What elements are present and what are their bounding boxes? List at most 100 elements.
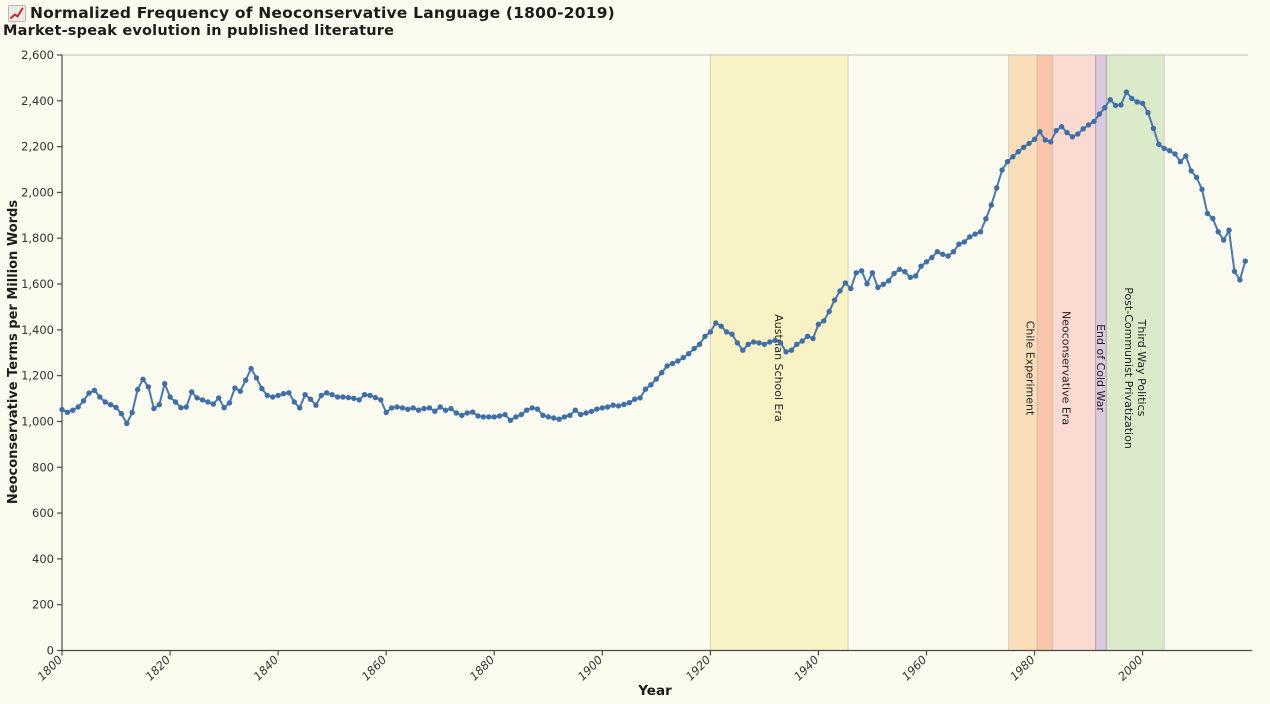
data-point — [102, 399, 108, 405]
data-point — [702, 333, 708, 339]
data-point — [886, 278, 892, 284]
data-point — [1107, 97, 1113, 103]
data-point — [907, 274, 913, 281]
era-label-austrian-school-era: Austrian School Era — [772, 314, 785, 422]
data-point — [291, 399, 297, 405]
data-point — [913, 273, 919, 279]
data-point — [669, 360, 676, 367]
x-tick-label: 1960 — [899, 653, 930, 684]
data-point — [632, 396, 638, 402]
red-line-chart-icon — [8, 5, 26, 22]
x-tick-label: 1980 — [1007, 653, 1038, 684]
data-point — [226, 400, 233, 406]
data-point — [448, 405, 454, 412]
data-point — [459, 412, 465, 418]
data-point — [734, 340, 741, 346]
data-point — [97, 394, 103, 400]
data-point — [145, 384, 152, 390]
data-point — [551, 415, 557, 421]
data-point — [1226, 227, 1232, 233]
data-point — [1021, 144, 1027, 150]
data-point — [956, 241, 962, 247]
data-point — [707, 329, 714, 335]
data-point — [134, 386, 141, 393]
data-point — [189, 389, 195, 395]
data-point — [194, 395, 200, 401]
data-point — [351, 395, 357, 401]
data-point — [961, 239, 967, 245]
x-axis-title: Year — [637, 683, 672, 699]
data-point — [1058, 124, 1065, 130]
data-point — [1199, 186, 1205, 193]
data-point — [162, 381, 168, 387]
data-point — [124, 420, 130, 427]
data-point — [75, 404, 81, 410]
data-point — [529, 405, 535, 411]
data-point — [1080, 126, 1086, 132]
data-point — [372, 394, 379, 401]
data-point — [815, 321, 822, 327]
data-point — [91, 387, 98, 393]
data-point — [1237, 277, 1243, 283]
data-point — [578, 411, 584, 418]
data-point — [777, 340, 784, 346]
data-point — [70, 407, 76, 413]
data-point — [275, 392, 281, 399]
data-point — [1129, 95, 1135, 102]
data-point — [561, 414, 568, 420]
data-point — [1112, 102, 1119, 109]
x-tick-label: 2000 — [1115, 653, 1146, 684]
data-point — [221, 405, 227, 411]
y-tick-label: 1,000 — [21, 414, 54, 428]
data-point — [756, 340, 762, 346]
data-point — [740, 347, 746, 353]
data-point — [1210, 215, 1216, 222]
data-point — [199, 397, 206, 403]
data-point — [940, 251, 946, 257]
data-point — [680, 354, 686, 361]
data-point — [518, 411, 524, 418]
data-point — [286, 390, 292, 396]
data-point — [113, 404, 119, 410]
y-tick-label: 2,000 — [21, 185, 54, 199]
data-point — [340, 394, 346, 400]
data-point — [1188, 168, 1194, 174]
data-point — [329, 392, 335, 398]
data-point — [686, 351, 692, 357]
y-tick-label: 200 — [32, 598, 54, 612]
data-point — [318, 392, 324, 399]
data-point — [129, 409, 135, 416]
data-point — [621, 401, 627, 408]
data-point — [86, 390, 92, 396]
data-point — [280, 391, 287, 397]
data-point — [869, 270, 876, 276]
data-point — [453, 410, 460, 416]
x-tick-label: 1940 — [791, 653, 822, 684]
data-point — [496, 413, 503, 419]
data-point — [264, 392, 270, 399]
y-tick-label: 2,200 — [21, 140, 54, 154]
data-point — [880, 281, 886, 287]
data-point — [972, 231, 978, 237]
data-point — [750, 339, 757, 345]
era-label-third-way-politics: Third Way PoliticsPost-Communist Privati… — [1122, 287, 1148, 449]
data-point — [642, 386, 649, 392]
data-point — [772, 337, 778, 344]
data-point — [540, 412, 546, 418]
data-point — [59, 406, 65, 413]
data-point — [172, 399, 179, 405]
data-point — [1085, 122, 1092, 128]
data-point — [437, 404, 443, 410]
data-point — [367, 392, 373, 399]
data-point — [837, 288, 843, 294]
data-point — [410, 405, 416, 411]
data-point — [297, 405, 303, 411]
data-point — [1156, 141, 1162, 147]
era-label-chile-experiment: Chile Experiment — [1023, 321, 1036, 416]
data-point — [118, 411, 125, 417]
data-point — [1075, 131, 1081, 137]
data-point — [524, 407, 530, 413]
data-point — [572, 407, 578, 413]
data-point — [605, 404, 611, 410]
